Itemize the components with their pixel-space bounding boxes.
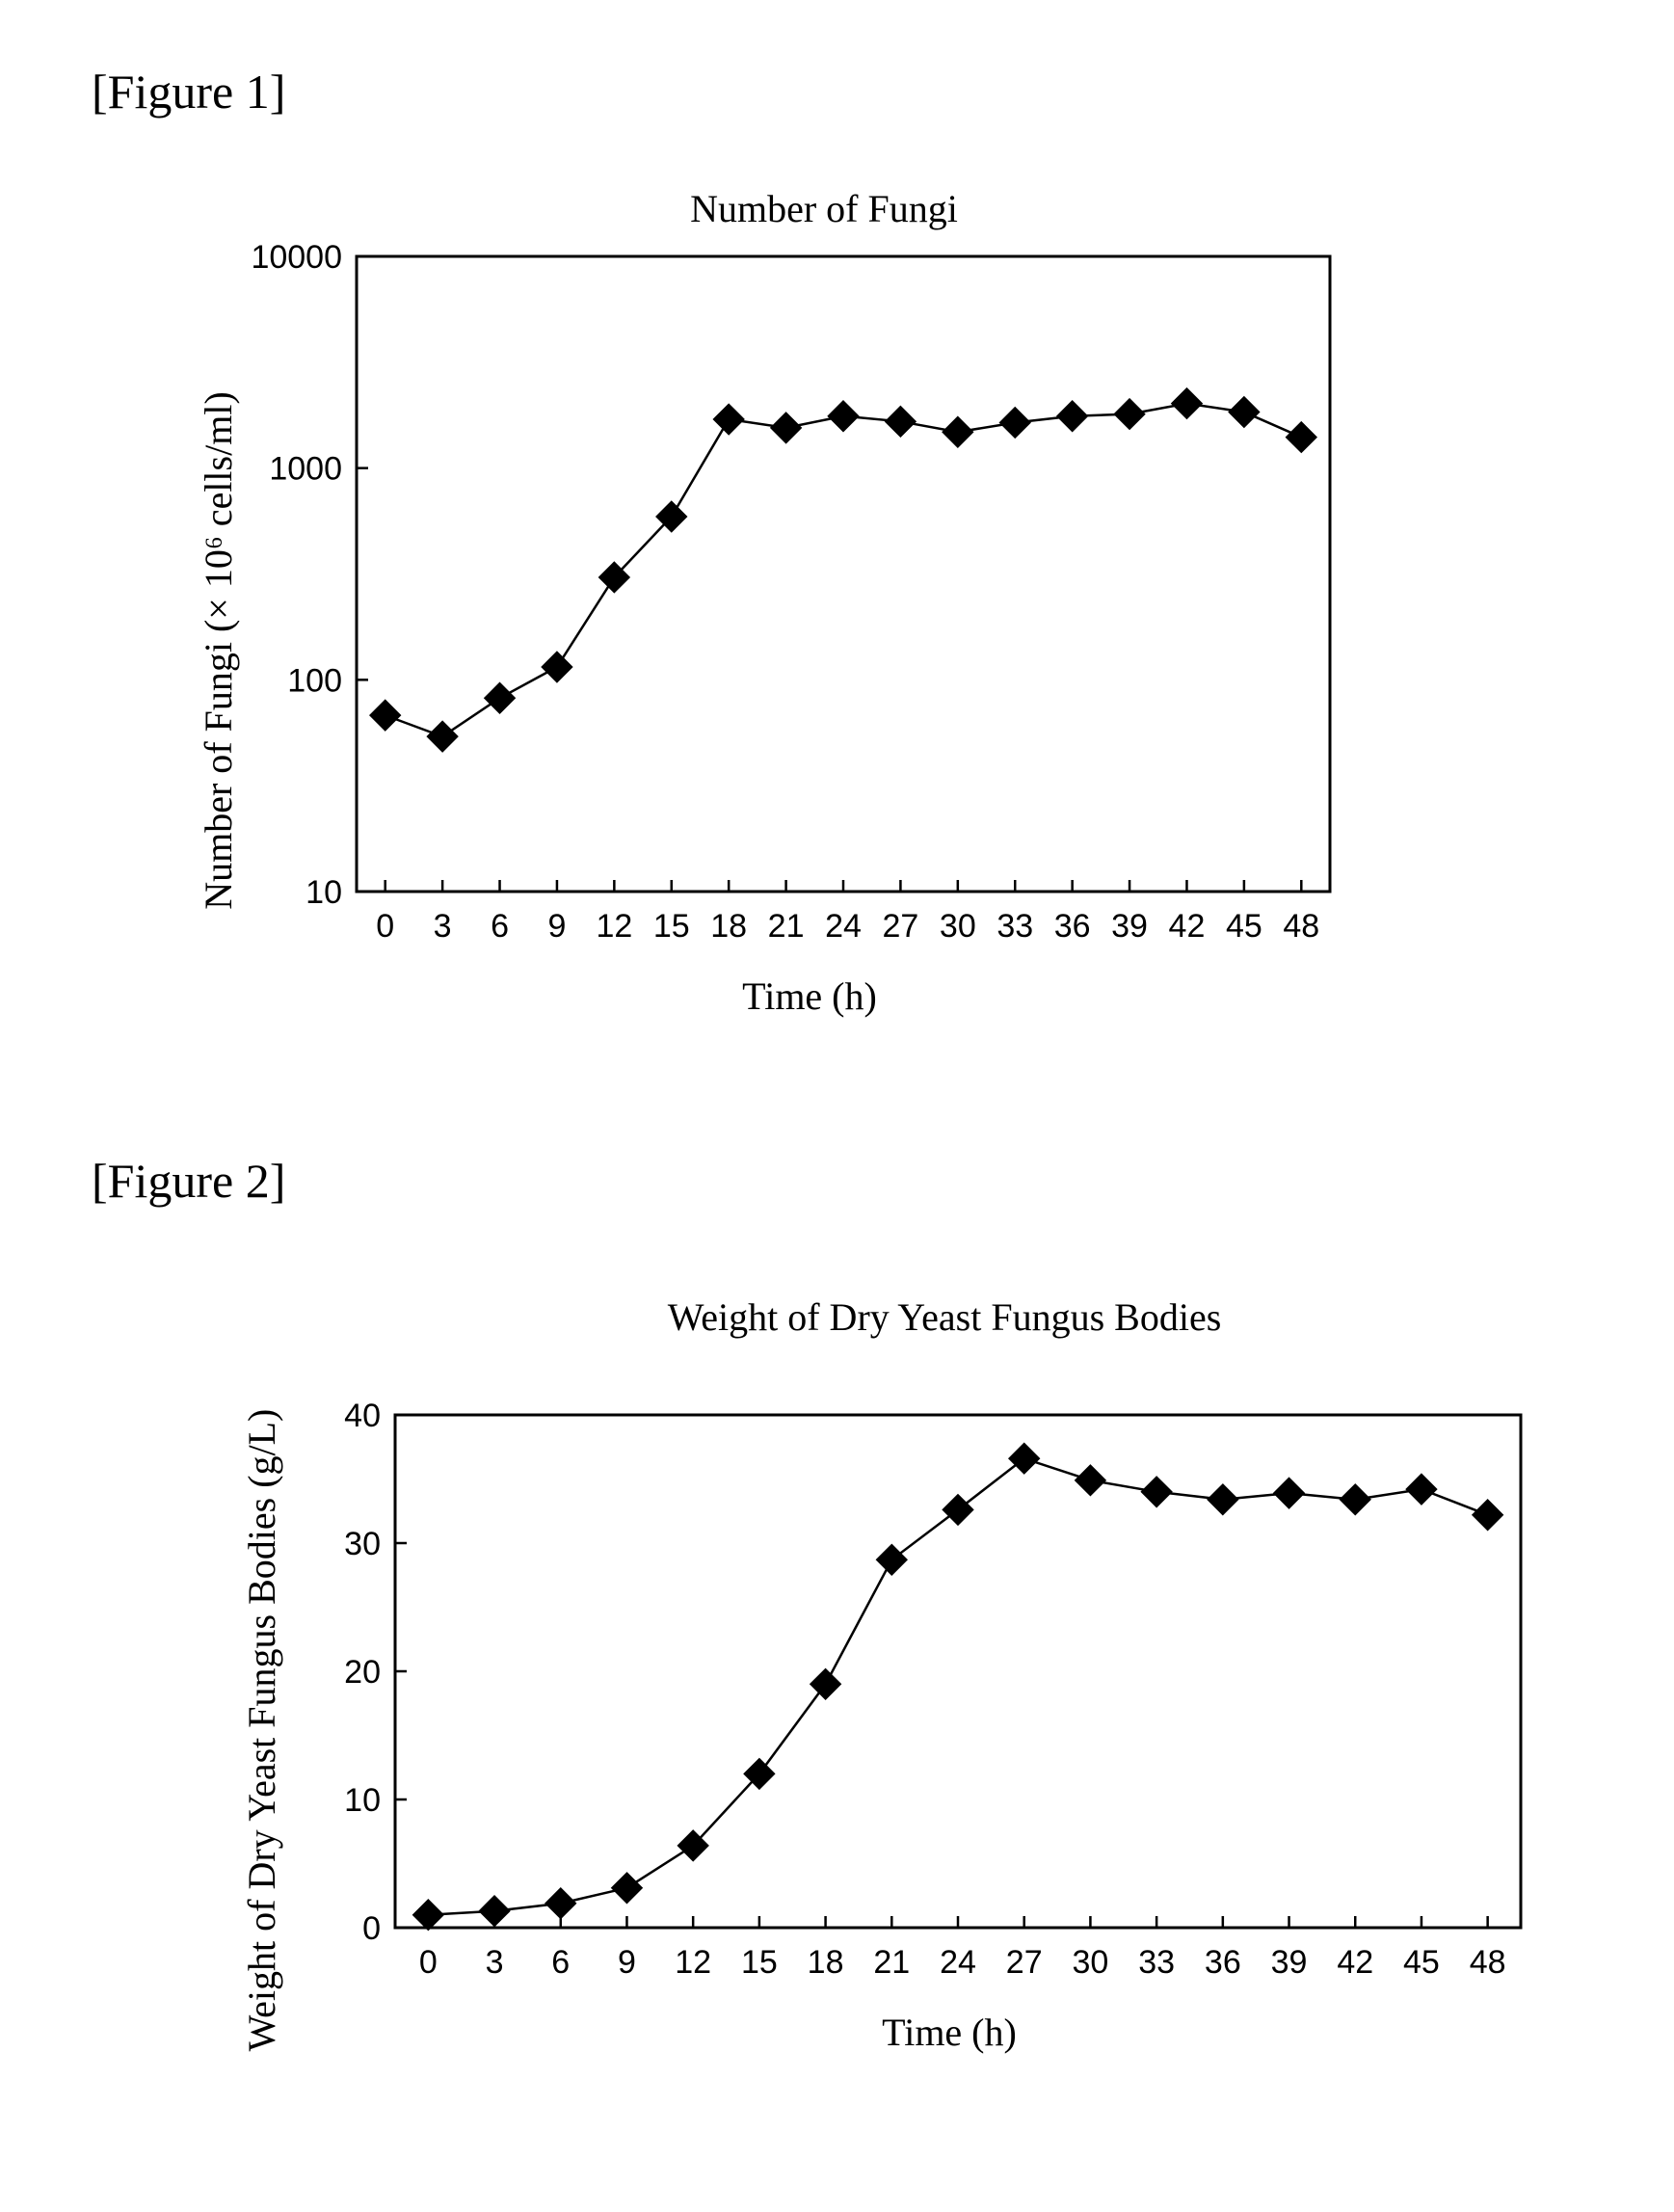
fungi-x-tick-label: 24: [825, 908, 862, 945]
dry-weight-y-tick-label: 20: [344, 1654, 381, 1691]
dry-weight-data-point: [1009, 1443, 1040, 1474]
fungi-x-tick-label: 42: [1169, 908, 1206, 945]
dry-weight-data-point: [1075, 1465, 1105, 1496]
fungi-count-chart: Number of Fungi0369121518212427303336394…: [0, 173, 1674, 1060]
figure-2-label: [Figure 2]: [92, 1157, 285, 1205]
fungi-x-tick-label: 27: [882, 908, 918, 945]
fungi-x-axis-title: Time (h): [742, 974, 877, 1018]
fungi-data-point: [542, 652, 572, 682]
dry-weight-x-tick-label: 42: [1337, 1944, 1373, 1981]
dry-weight-x-tick-label: 3: [486, 1944, 504, 1981]
dry-weight-data-point: [1208, 1484, 1238, 1515]
fungi-x-tick-label: 0: [376, 908, 394, 945]
figure-1-label: [Figure 1]: [92, 67, 285, 116]
dry-weight-x-tick-label: 36: [1205, 1944, 1241, 1981]
fungi-x-tick-label: 21: [768, 908, 805, 945]
dry-weight-y-tick-label: 30: [344, 1526, 381, 1562]
fungi-data-point: [999, 407, 1030, 438]
fungi-x-tick-label: 36: [1054, 908, 1091, 945]
dry-weight-y-tick-label: 10: [344, 1782, 381, 1819]
dry-weight-y-tick-label: 40: [344, 1398, 381, 1434]
fungi-data-point: [828, 401, 859, 432]
fungi-x-tick-label: 39: [1111, 908, 1148, 945]
fungi-data-point: [1171, 388, 1202, 419]
fungi-data-point: [485, 682, 516, 713]
dry-weight-data-point: [1406, 1474, 1437, 1505]
fungi-x-tick-label: 30: [940, 908, 976, 945]
dry-weight-x-tick-label: 18: [808, 1944, 844, 1981]
fungi-y-tick-label: 10000: [251, 239, 342, 276]
fungi-plot-frame: [357, 256, 1330, 892]
dry-weight-x-axis-title: Time (h): [882, 2011, 1017, 2054]
dry-weight-x-tick-label: 12: [675, 1944, 711, 1981]
dry-weight-y-axis-title: Weight of Dry Yeast Fungus Bodies (g/L): [240, 1409, 283, 2052]
fungi-y-tick-label: 1000: [269, 451, 342, 488]
fungi-x-tick-label: 3: [434, 908, 452, 945]
dry-weight-chart-title: Weight of Dry Yeast Fungus Bodies: [668, 1295, 1222, 1339]
fungi-data-point: [1114, 399, 1145, 430]
dry-weight-data-point: [1340, 1484, 1370, 1515]
dry-weight-x-tick-label: 27: [1006, 1944, 1043, 1981]
dry-weight-data-point: [943, 1494, 973, 1525]
dry-weight-data-point: [810, 1668, 841, 1699]
dry-weight-x-tick-label: 39: [1271, 1944, 1308, 1981]
fungi-data-point: [771, 413, 802, 443]
dry-weight-chart: Weight of Dry Yeast Fungus Bodies0369121…: [0, 1253, 1674, 2207]
dry-weight-data-point: [611, 1873, 642, 1904]
fungi-y-tick-label: 10: [306, 874, 342, 911]
fungi-data-point: [1057, 401, 1088, 432]
fungi-data-point: [427, 721, 458, 752]
fungi-series-line: [385, 404, 1302, 737]
fungi-data-point: [943, 416, 973, 447]
fungi-y-axis-title: Number of Fungi (× 10⁶ cells/ml): [197, 391, 240, 910]
fungi-x-tick-label: 45: [1226, 908, 1262, 945]
fungi-x-tick-label: 6: [491, 908, 509, 945]
fungi-x-tick-label: 48: [1283, 908, 1319, 945]
fungi-x-tick-label: 33: [996, 908, 1033, 945]
dry-weight-data-point: [1141, 1477, 1172, 1507]
dry-weight-series-line: [428, 1458, 1487, 1914]
dry-weight-data-point: [412, 1900, 443, 1931]
dry-weight-x-tick-label: 33: [1138, 1944, 1175, 1981]
fungi-data-point: [1286, 422, 1316, 453]
fungi-data-point: [713, 404, 744, 435]
dry-weight-x-tick-label: 45: [1403, 1944, 1440, 1981]
dry-weight-x-tick-label: 24: [940, 1944, 976, 1981]
dry-weight-data-point: [876, 1544, 907, 1575]
fungi-x-tick-label: 9: [547, 908, 566, 945]
dry-weight-y-tick-label: 0: [362, 1910, 381, 1947]
dry-weight-data-point: [479, 1896, 510, 1927]
dry-weight-x-tick-label: 30: [1072, 1944, 1108, 1981]
fungi-x-tick-label: 15: [653, 908, 690, 945]
dry-weight-x-tick-label: 21: [873, 1944, 910, 1981]
dry-weight-data-point: [1473, 1500, 1503, 1531]
fungi-data-point: [370, 700, 401, 731]
dry-weight-x-tick-label: 48: [1470, 1944, 1506, 1981]
dry-weight-data-point: [1274, 1478, 1305, 1508]
dry-weight-x-tick-label: 15: [741, 1944, 778, 1981]
fungi-x-tick-label: 18: [710, 908, 747, 945]
fungi-data-point: [1229, 396, 1260, 427]
fungi-data-point: [885, 406, 916, 437]
fungi-y-tick-label: 100: [287, 662, 342, 699]
dry-weight-data-point: [545, 1888, 576, 1919]
fungi-x-tick-label: 12: [596, 908, 632, 945]
dry-weight-x-tick-label: 9: [618, 1944, 636, 1981]
fungi-chart-title: Number of Fungi: [690, 187, 958, 230]
dry-weight-x-tick-label: 6: [551, 1944, 570, 1981]
dry-weight-x-tick-label: 0: [419, 1944, 438, 1981]
